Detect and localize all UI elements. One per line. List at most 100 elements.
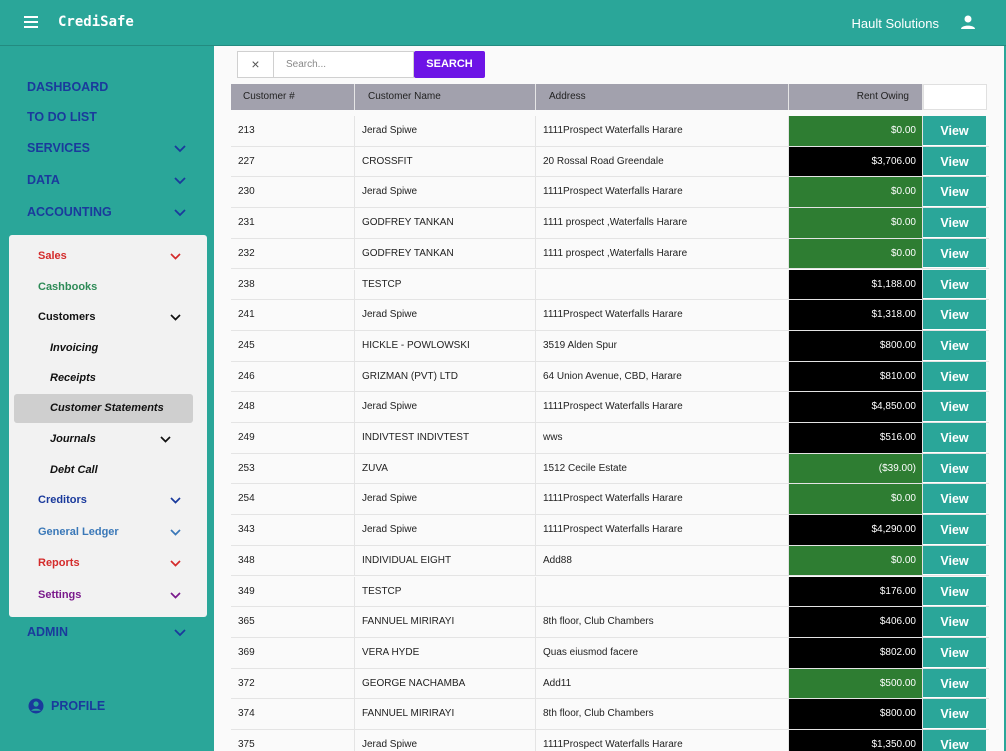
table-row: 241 Jerad Spiwe 1111Prospect Waterfalls Ha… <box>231 300 989 331</box>
hamburger-menu-icon[interactable] <box>24 16 38 28</box>
sidebar-item-admin[interactable]: ADMIN <box>27 625 68 639</box>
sidebar-item-to-do-list[interactable]: TO DO LIST <box>27 110 97 124</box>
submenu-item-journals[interactable]: Journals <box>50 433 96 445</box>
address-cell: wws <box>536 423 789 453</box>
address-cell: 1111 prospect ,Waterfalls Harare <box>536 238 789 269</box>
table-row: 213 Jerad Spiwe 1111Prospect Waterfalls Ha… <box>231 116 989 147</box>
submenu-item-creditors[interactable]: Creditors <box>38 494 87 506</box>
view-button[interactable]: View <box>923 330 986 361</box>
customer-number-cell: 248 <box>231 392 355 422</box>
customer-number-cell: 231 <box>231 208 355 238</box>
submenu-item-sales[interactable]: Sales <box>38 250 67 262</box>
column-header-actions <box>923 84 987 110</box>
view-button[interactable]: View <box>923 177 986 208</box>
view-button[interactable]: View <box>923 668 986 699</box>
sidebar-item-services[interactable]: SERVICES <box>27 141 90 155</box>
submenu-item-debt-call[interactable]: Debt Call <box>50 464 98 476</box>
sidebar-item-profile[interactable]: PROFILE <box>51 699 106 713</box>
chevron-down-icon <box>170 592 181 599</box>
submenu-item-customer-statements[interactable]: Customer Statements <box>50 402 164 414</box>
view-button[interactable]: View <box>923 361 986 392</box>
customer-number-cell: 227 <box>231 146 355 177</box>
view-button[interactable]: View <box>923 453 986 484</box>
view-button[interactable]: View <box>923 730 986 751</box>
table-row: 248 Jerad Spiwe 1111Prospect Waterfalls Ha… <box>231 392 989 423</box>
customer-number-cell: 245 <box>231 330 355 361</box>
table-row: 372 GEORGE NACHAMBA Add11 $500.00 View <box>231 668 989 700</box>
view-button[interactable]: View <box>923 637 986 668</box>
search-input[interactable] <box>274 51 414 78</box>
view-button[interactable]: View <box>923 515 986 545</box>
customer-number-cell: 365 <box>231 607 355 637</box>
view-button[interactable]: View <box>923 300 986 330</box>
address-cell: 8th floor, Club Chambers <box>536 607 789 637</box>
customer-number-cell: 343 <box>231 515 355 545</box>
customer-name-cell: ZUVA <box>355 453 536 484</box>
view-button[interactable]: View <box>923 576 986 607</box>
sidebar-item-accounting[interactable]: ACCOUNTING <box>27 205 112 219</box>
rent-owing-cell: $800.00 <box>789 699 923 729</box>
rent-owing-cell: $1,350.00 <box>789 730 923 751</box>
column-header-rent-owing[interactable]: Rent Owing <box>789 84 923 110</box>
customer-number-cell: 241 <box>231 300 355 330</box>
customer-name-cell: Jerad Spiwe <box>355 515 536 545</box>
view-button[interactable]: View <box>923 545 986 576</box>
customer-name-cell: CROSSFIT <box>355 146 536 177</box>
submenu-item-settings[interactable]: Settings <box>38 589 82 601</box>
table-row: 249 INDIVTEST INDIVTEST wws $516.00 View <box>231 423 989 454</box>
table-row: 375 Jerad Spiwe 1111Prospect Waterfalls Ha… <box>231 730 989 751</box>
chevron-down-icon <box>170 253 181 260</box>
view-button[interactable]: View <box>923 607 986 637</box>
customer-number-cell: 348 <box>231 545 355 576</box>
rent-owing-cell: $0.00 <box>789 208 923 238</box>
view-button[interactable]: View <box>923 699 986 729</box>
accounting-submenu: Sales Cashbooks Customers Invoicing Receipts… <box>9 235 207 617</box>
submenu-item-invoicing[interactable]: Invoicing <box>50 342 99 354</box>
sidebar-item-dashboard[interactable]: DASHBOARD <box>27 80 109 94</box>
submenu-item-receipts[interactable]: Receipts <box>50 372 96 384</box>
clear-search-button[interactable]: × <box>237 51 274 78</box>
chevron-down-icon <box>170 497 181 504</box>
chevron-down-icon <box>174 177 186 185</box>
customer-number-cell: 372 <box>231 668 355 699</box>
view-button[interactable]: View <box>923 238 986 269</box>
customer-name-cell: VERA HYDE <box>355 637 536 668</box>
app-title: CrediSafe <box>58 14 134 30</box>
chevron-down-icon <box>174 209 186 217</box>
chevron-down-icon <box>174 629 186 637</box>
user-account-icon[interactable] <box>960 14 976 30</box>
submenu-item-reports[interactable]: Reports <box>38 557 80 569</box>
view-button[interactable]: View <box>923 392 986 422</box>
table-row: 343 Jerad Spiwe 1111Prospect Waterfalls Ha… <box>231 515 989 546</box>
rent-owing-cell: $810.00 <box>789 361 923 392</box>
customer-number-cell: 369 <box>231 637 355 668</box>
submenu-item-cashbooks[interactable]: Cashbooks <box>38 281 98 293</box>
table-row: 349 TESTCP $176.00 View <box>231 576 989 608</box>
view-button[interactable]: View <box>923 423 986 453</box>
column-header-address[interactable]: Address <box>536 84 789 110</box>
search-button[interactable]: SEARCH <box>414 51 485 78</box>
customer-number-cell: 249 <box>231 423 355 453</box>
customer-number-cell: 213 <box>231 116 355 146</box>
table-row: 365 FANNUEL MIRIRAYI 8th floor, Club Chamb… <box>231 607 989 638</box>
address-cell: 8th floor, Club Chambers <box>536 699 789 729</box>
view-button[interactable]: View <box>923 146 986 177</box>
column-header-customer-number[interactable]: Customer # <box>231 84 355 110</box>
view-button[interactable]: View <box>923 269 986 300</box>
submenu-item-general-ledger[interactable]: General Ledger <box>38 526 119 538</box>
sidebar: DASHBOARD TO DO LIST SERVICES DATA ACCOUNTIN… <box>0 46 214 751</box>
submenu-item-customers[interactable]: Customers <box>38 311 96 323</box>
view-button[interactable]: View <box>923 116 986 146</box>
customer-name-cell: GEORGE NACHAMBA <box>355 668 536 699</box>
chevron-down-icon <box>170 314 181 321</box>
view-button[interactable]: View <box>923 484 986 515</box>
address-cell: 1111Prospect Waterfalls Harare <box>536 116 789 146</box>
chevron-down-icon <box>174 145 186 153</box>
address-cell: 1111Prospect Waterfalls Harare <box>536 300 789 330</box>
view-button[interactable]: View <box>923 208 986 238</box>
profile-icon <box>28 698 44 714</box>
column-header-customer-name[interactable]: Customer Name <box>355 84 536 110</box>
sidebar-item-data[interactable]: DATA <box>27 173 60 187</box>
rent-owing-cell: $0.00 <box>789 545 923 576</box>
rent-owing-cell: $0.00 <box>789 116 923 146</box>
